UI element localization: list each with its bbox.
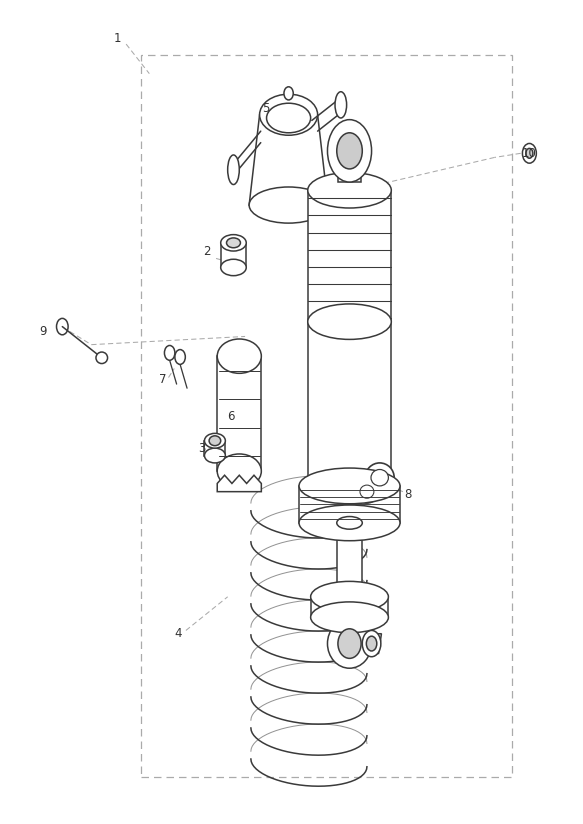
Ellipse shape bbox=[284, 87, 293, 100]
Polygon shape bbox=[337, 523, 362, 597]
Ellipse shape bbox=[328, 619, 371, 668]
Polygon shape bbox=[308, 321, 391, 486]
Ellipse shape bbox=[164, 345, 175, 360]
Ellipse shape bbox=[205, 448, 226, 463]
Ellipse shape bbox=[217, 454, 261, 489]
Text: 2: 2 bbox=[203, 246, 211, 259]
Ellipse shape bbox=[355, 480, 378, 503]
Ellipse shape bbox=[228, 155, 239, 185]
Polygon shape bbox=[205, 441, 226, 456]
Ellipse shape bbox=[308, 471, 391, 501]
Ellipse shape bbox=[337, 591, 362, 603]
Ellipse shape bbox=[311, 602, 388, 633]
Polygon shape bbox=[364, 634, 381, 653]
Text: 4: 4 bbox=[174, 627, 182, 640]
Ellipse shape bbox=[227, 238, 240, 248]
Text: 3: 3 bbox=[198, 442, 205, 456]
Polygon shape bbox=[308, 190, 391, 321]
Polygon shape bbox=[338, 147, 361, 182]
Ellipse shape bbox=[311, 582, 388, 612]
Ellipse shape bbox=[299, 505, 400, 541]
Ellipse shape bbox=[308, 172, 391, 208]
Ellipse shape bbox=[362, 630, 381, 657]
Ellipse shape bbox=[57, 318, 68, 335]
Text: 6: 6 bbox=[227, 410, 234, 423]
Ellipse shape bbox=[371, 470, 388, 486]
Text: 7: 7 bbox=[159, 372, 166, 386]
Ellipse shape bbox=[526, 148, 533, 158]
Ellipse shape bbox=[366, 636, 377, 651]
Text: 10: 10 bbox=[522, 147, 537, 160]
Polygon shape bbox=[311, 597, 388, 617]
Ellipse shape bbox=[209, 436, 221, 446]
Ellipse shape bbox=[365, 463, 394, 493]
Ellipse shape bbox=[221, 260, 246, 276]
Ellipse shape bbox=[335, 91, 347, 118]
Ellipse shape bbox=[299, 468, 400, 503]
Ellipse shape bbox=[221, 235, 246, 251]
Ellipse shape bbox=[259, 94, 318, 135]
Ellipse shape bbox=[338, 629, 361, 658]
Ellipse shape bbox=[308, 304, 391, 339]
Ellipse shape bbox=[360, 485, 374, 499]
Ellipse shape bbox=[328, 119, 371, 182]
Polygon shape bbox=[249, 115, 328, 205]
Polygon shape bbox=[221, 243, 246, 268]
Ellipse shape bbox=[337, 133, 362, 169]
Ellipse shape bbox=[96, 352, 108, 363]
Ellipse shape bbox=[217, 339, 261, 373]
Ellipse shape bbox=[522, 143, 536, 163]
Text: 8: 8 bbox=[404, 488, 411, 501]
Text: 9: 9 bbox=[40, 325, 47, 338]
Polygon shape bbox=[217, 475, 261, 492]
Text: 5: 5 bbox=[262, 101, 269, 115]
Ellipse shape bbox=[175, 349, 185, 364]
Polygon shape bbox=[299, 486, 400, 523]
Ellipse shape bbox=[337, 517, 362, 529]
Ellipse shape bbox=[205, 433, 226, 448]
Polygon shape bbox=[217, 356, 261, 471]
Ellipse shape bbox=[266, 103, 311, 133]
Ellipse shape bbox=[249, 187, 328, 223]
Text: 1: 1 bbox=[114, 32, 121, 44]
